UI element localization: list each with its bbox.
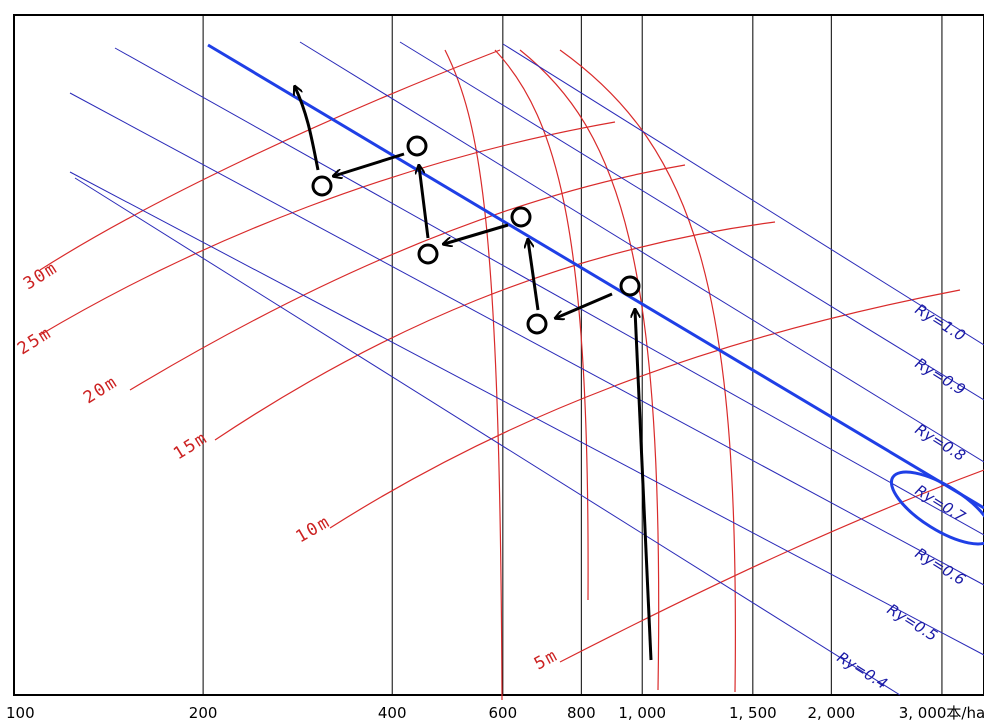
path-arrow-2: [556, 292, 613, 318]
x-tick-label: 600: [489, 704, 518, 722]
path-arrow-6: [334, 152, 405, 176]
path-arrow-1: [635, 310, 653, 661]
path-arrow-4: [444, 223, 509, 244]
x-tick-label: 100: [6, 704, 35, 722]
x-tick-label: 200: [189, 704, 218, 722]
thinning-path: [295, 87, 653, 661]
height-curves: [39, 49, 984, 701]
ry-lines: [69, 41, 984, 696]
stand-point-2: [526, 313, 548, 335]
density-curve-1: [444, 49, 503, 701]
ry-line-2: [399, 41, 984, 401]
stand-point-6: [311, 175, 333, 197]
x-tick-label: 1, 500: [729, 704, 777, 722]
density-curve-2: [494, 49, 589, 601]
ry-line-6: [69, 171, 984, 656]
path-arrow-3: [528, 240, 540, 311]
height-curve-30m: [39, 49, 501, 271]
management-guideline: [207, 43, 984, 510]
stand-point-4: [417, 243, 439, 265]
density-curve-3: [519, 49, 660, 691]
height-curve-20m: [129, 164, 686, 391]
x-axis-tick-labels: 100 200 400 600 800 1, 000 1, 500 2, 000 3, 000本…: [6, 704, 984, 722]
path-arrow-5: [419, 166, 430, 239]
plot-frame: [13, 14, 984, 696]
x-tick-label: 2, 000: [807, 704, 855, 722]
highlight-ellipse: [889, 470, 984, 546]
height-curve-5m: [559, 469, 984, 663]
ry-line-4: [114, 47, 984, 536]
x-tick-label: 1, 000: [618, 704, 666, 722]
path-arrow-7: [295, 87, 320, 171]
x-tick-label: 800: [567, 704, 596, 722]
height-curve-10m: [329, 289, 961, 529]
stand-point-1: [619, 275, 641, 297]
stand-states: [311, 135, 641, 335]
x-tick-label: 400: [378, 704, 407, 722]
stand-point-5: [406, 135, 428, 157]
x-tick-label: 3, 000本/ha: [899, 704, 984, 722]
height-curve-25m: [39, 121, 616, 336]
ry-line-1: [502, 43, 984, 346]
density-curve-4: [559, 49, 736, 693]
ry-line-7: [74, 177, 901, 696]
stand-point-3: [510, 206, 532, 228]
ry-line-3: [299, 41, 984, 463]
height-curve-15m: [214, 221, 776, 441]
ry-line-5: [69, 92, 984, 586]
